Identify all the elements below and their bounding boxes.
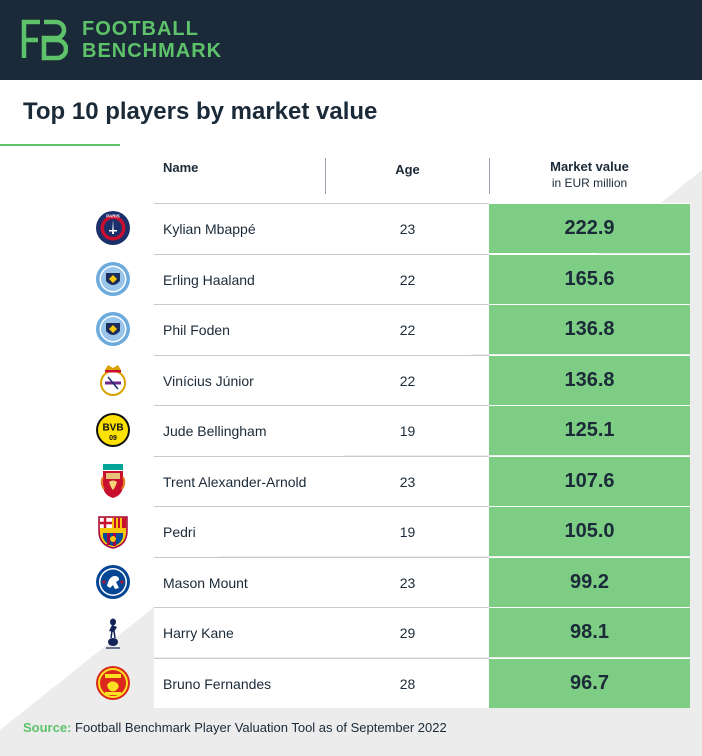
table-row: PARIS Kylian Mbappé 23 222.9: [0, 203, 702, 253]
market-value: 107.6: [489, 456, 690, 506]
table-row: Harry Kane 29 98.1: [0, 607, 702, 657]
barcelona-crest-icon: [98, 516, 128, 549]
title-underline: [0, 144, 120, 146]
player-name: Erling Haaland: [154, 254, 326, 304]
player-name: Trent Alexander-Arnold: [154, 456, 326, 506]
manchester-city-crest-icon: [96, 312, 130, 346]
column-header-name: Name: [163, 160, 199, 175]
table-row: Trent Alexander-Arnold 23 107.6: [0, 456, 702, 506]
manchester-united-crest-icon: [96, 666, 130, 700]
market-value-label: Market value: [550, 159, 629, 174]
table-row: Pedri 19 105.0: [0, 506, 702, 556]
svg-text:09: 09: [109, 435, 117, 442]
player-age: 19: [326, 405, 489, 455]
market-value: 222.9: [489, 203, 690, 253]
player-age: 23: [326, 557, 489, 607]
psg-crest-icon: PARIS: [96, 211, 130, 245]
player-age: 29: [326, 607, 489, 657]
svg-text:BVB: BVB: [102, 423, 123, 434]
market-value: 98.1: [489, 607, 690, 657]
table-row: Phil Foden 22 136.8: [0, 304, 702, 354]
brand-name: FOOTBALL BENCHMARK: [82, 18, 222, 62]
player-name: Harry Kane: [154, 607, 326, 657]
manchester-city-crest-icon: [96, 262, 130, 296]
football-benchmark-logo: [21, 19, 68, 61]
player-name: Phil Foden: [154, 304, 326, 354]
column-header-age: Age: [395, 162, 420, 177]
market-value: 99.2: [489, 557, 690, 607]
player-name: Pedri: [154, 506, 326, 556]
player-name: Kylian Mbappé: [154, 203, 326, 253]
header-divider: [489, 158, 490, 194]
player-name: Jude Bellingham: [154, 405, 326, 455]
table-row: BVB 09 Jude Bellingham 19 125.1: [0, 405, 702, 455]
market-value: 136.8: [489, 355, 690, 405]
source-note: Source: Football Benchmark Player Valuat…: [23, 720, 447, 735]
source-label: Source:: [23, 720, 72, 735]
table-row: Bruno Fernandes 28 96.7: [0, 658, 702, 708]
player-name: Bruno Fernandes: [154, 658, 326, 708]
table-row: Erling Haaland 22 165.6: [0, 254, 702, 304]
market-value: 105.0: [489, 506, 690, 556]
column-header-market-value: Market value in EUR million: [489, 159, 690, 191]
market-value: 136.8: [489, 304, 690, 354]
chart-title: Top 10 players by market value: [23, 98, 378, 125]
player-age: 23: [326, 456, 489, 506]
table-row: Vinícius Júnior 22 136.8: [0, 355, 702, 405]
svg-text:PARIS: PARIS: [106, 214, 119, 219]
header-bar: FOOTBALL BENCHMARK: [0, 0, 702, 80]
player-name: Vinícius Júnior: [154, 355, 326, 405]
market-value-unit: in EUR million: [551, 176, 628, 190]
table-row: Mason Mount 23 99.2: [0, 557, 702, 607]
brand-line-1: FOOTBALL: [82, 18, 199, 40]
player-age: 28: [326, 658, 489, 708]
market-value: 96.7: [489, 658, 690, 708]
source-text: Football Benchmark Player Valuation Tool…: [75, 720, 447, 735]
market-value: 165.6: [489, 254, 690, 304]
player-age: 22: [326, 304, 489, 354]
player-age: 22: [326, 355, 489, 405]
brand-line-2: BENCHMARK: [82, 40, 223, 62]
real-madrid-crest-icon: [100, 365, 126, 396]
liverpool-crest-icon: [100, 464, 126, 498]
player-age: 22: [326, 254, 489, 304]
player-name: Mason Mount: [154, 557, 326, 607]
chelsea-crest-icon: [96, 565, 130, 599]
player-age: 23: [326, 203, 489, 253]
market-value: 125.1: [489, 405, 690, 455]
player-age: 19: [326, 506, 489, 556]
tottenham-crest-icon: [106, 618, 120, 649]
header-divider: [325, 158, 326, 194]
